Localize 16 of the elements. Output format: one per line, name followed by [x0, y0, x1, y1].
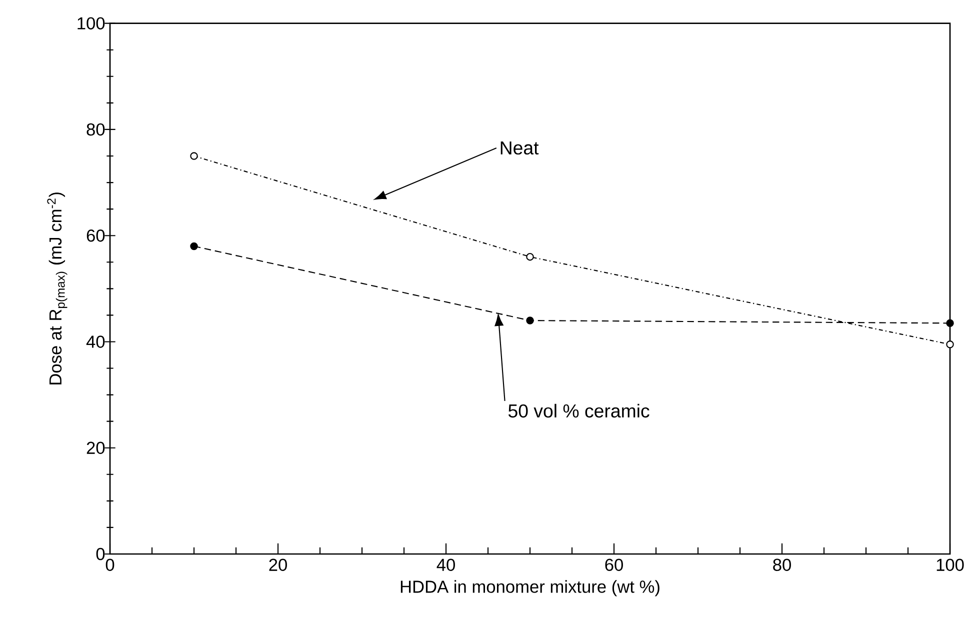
y-tick-label: 20 — [86, 442, 105, 454]
x-axis-title: HDDA in monomer mixture (wt %) — [400, 580, 660, 596]
y-tick-label: 0 — [96, 548, 105, 560]
x-tick-label: 60 — [605, 558, 623, 571]
x-tick-label: 100 — [936, 558, 964, 571]
y-tick-label: 40 — [86, 336, 105, 348]
x-tick-label: 40 — [436, 558, 455, 571]
y-axis-title: Dose at R$_{p(max)}$ (mJ cm$^{-2}$) — [47, 192, 68, 384]
annotation: Neat — [500, 142, 539, 155]
x-tick-label: 80 — [773, 558, 791, 571]
y-tick-label: 60 — [86, 229, 105, 242]
y-tick-label: 100 — [78, 17, 105, 30]
x-tick-label: 20 — [269, 558, 287, 571]
x-tick-label: 0 — [106, 558, 114, 571]
y-tick-label: 80 — [86, 123, 105, 136]
annotation: 50 vol % ceramic — [508, 404, 650, 418]
